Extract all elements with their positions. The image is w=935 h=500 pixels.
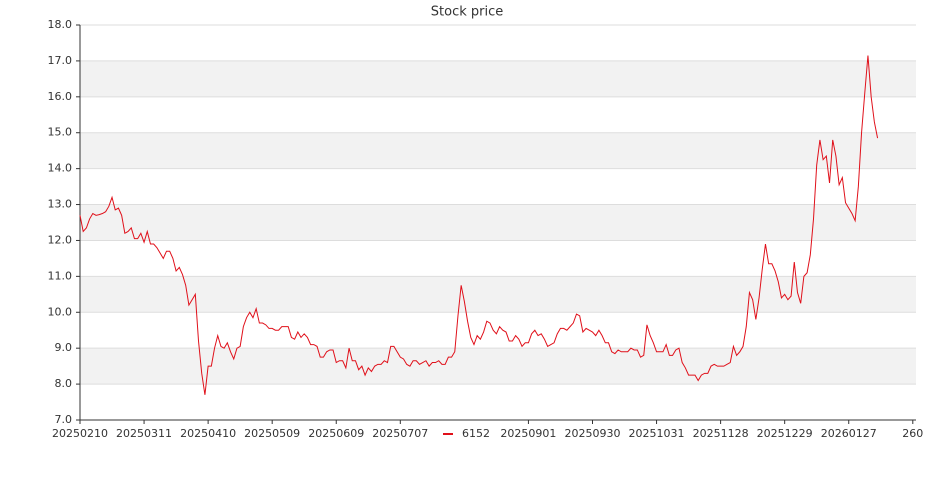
x-tick-label: 20250901 [500, 427, 556, 440]
x-tick-label: 20251031 [629, 427, 685, 440]
grid-band [80, 60, 916, 97]
series-line [79, 55, 879, 395]
x-tick-label: 20250609 [308, 427, 364, 440]
x-tick-label: 260 [902, 427, 923, 440]
x-tick-label: 20250509 [244, 427, 300, 440]
legend-label: 6152 [462, 427, 490, 440]
y-tick-label: 7.0 [55, 413, 73, 426]
grid-band [80, 276, 916, 313]
x-tick-label: 20250410 [180, 427, 236, 440]
y-tick-label: 11.0 [48, 269, 73, 282]
y-tick-label: 12.0 [48, 233, 73, 246]
y-tick-label: 18.0 [48, 18, 73, 31]
y-tick-label: 17.0 [48, 54, 73, 67]
x-tick-label: 20251128 [693, 427, 749, 440]
grid-band [80, 204, 916, 241]
y-tick-label: 13.0 [48, 198, 73, 211]
x-tick-label: 20250311 [116, 427, 172, 440]
y-tick-label: 9.0 [55, 341, 73, 354]
y-tick-label: 15.0 [48, 126, 73, 139]
y-tick-label: 14.0 [48, 162, 73, 175]
grid-band [80, 348, 916, 385]
x-tick-label: 20250707 [372, 427, 428, 440]
chart-title: Stock price [431, 5, 503, 20]
y-tick-label: 10.0 [48, 305, 73, 318]
x-tick-label: 20251229 [757, 427, 813, 440]
y-tick-label: 16.0 [48, 90, 73, 103]
x-tick-label: 20250210 [52, 427, 108, 440]
x-tick-label: 20260127 [821, 427, 877, 440]
grid-band [80, 132, 916, 169]
y-tick-label: 8.0 [55, 377, 73, 390]
x-tick-label: 20250930 [564, 427, 620, 440]
legend-bg [438, 426, 496, 442]
